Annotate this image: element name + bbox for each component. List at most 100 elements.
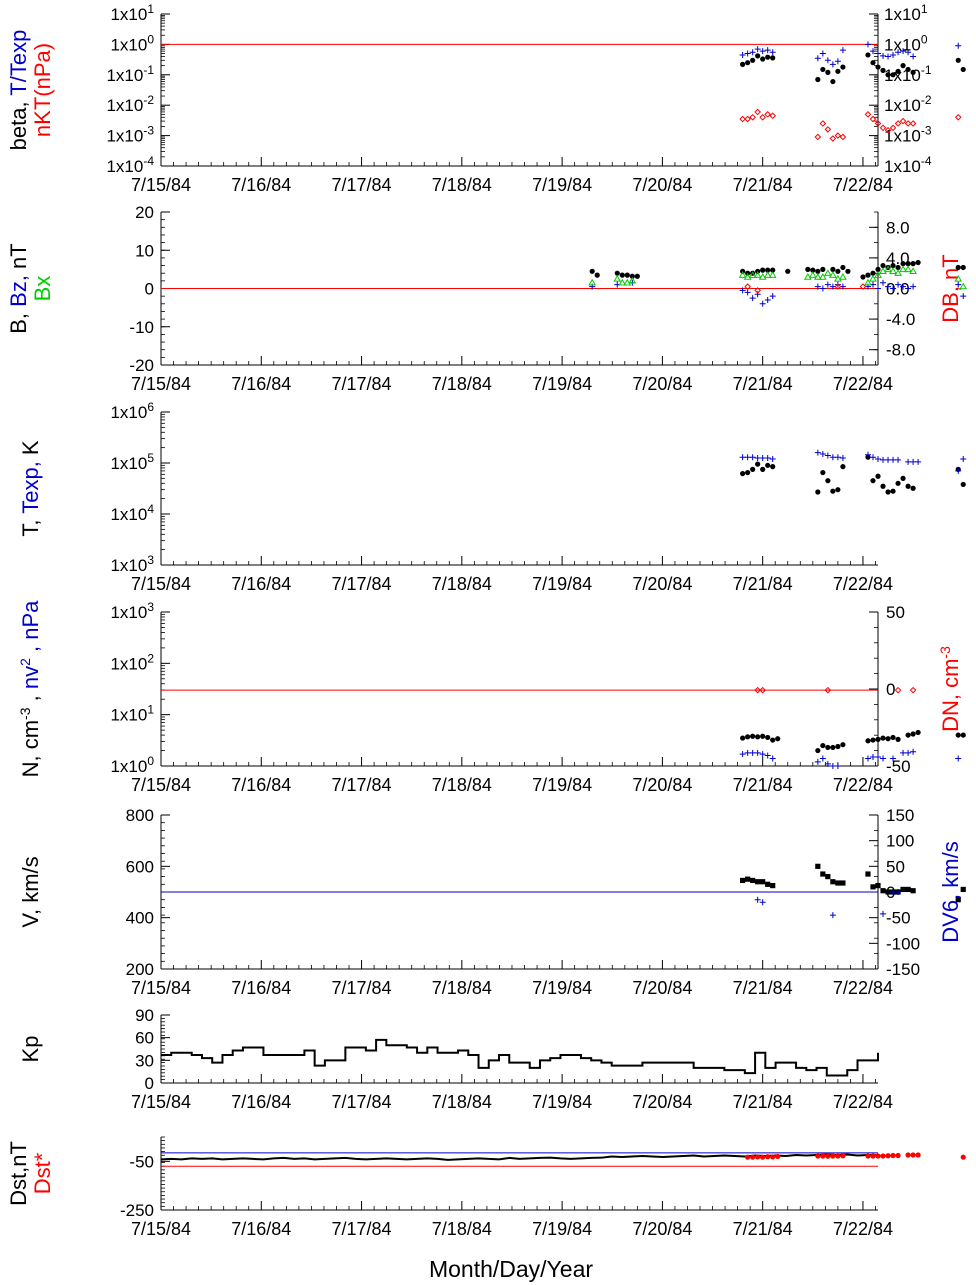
velocity-series-0-point — [820, 871, 826, 877]
density-series-0-point — [915, 729, 921, 736]
velocity-series-1-point — [880, 910, 887, 917]
density-y-axis-title: N, cm-3 , nv2 , nPa — [17, 600, 43, 778]
density-series-0-point — [875, 736, 881, 742]
temperature-series-1-point — [754, 455, 761, 462]
beta-series-1-point — [864, 41, 871, 48]
beta-y-tick-label: 1x10-3 — [106, 124, 154, 146]
temperature-series-0-point — [815, 489, 821, 495]
velocity-series-0-point — [745, 876, 751, 882]
beta-series-0-point — [820, 66, 826, 73]
bfield-series-1-point — [764, 296, 771, 303]
velocity-x-tick-label: 7/16/84 — [231, 978, 291, 998]
beta-series-1-point — [829, 61, 836, 68]
velocity-series-1-point — [890, 889, 897, 895]
density-series-1-point — [905, 749, 912, 756]
temperature-series-1-point — [960, 455, 967, 462]
temperature-series-0-point — [900, 475, 906, 481]
velocity-series-1-point — [754, 896, 761, 903]
beta-series-0-point — [880, 67, 886, 73]
bfield-series-2-point — [904, 265, 912, 273]
beta-series-0-point — [875, 64, 881, 70]
beta-series-1-point — [769, 49, 776, 56]
bfield-series-2-point — [813, 273, 822, 280]
bfield-series-1-point — [754, 291, 761, 298]
x-axis-title: Month/Day/Year — [429, 1256, 593, 1282]
density-y-tick-label: 1x103 — [110, 600, 154, 622]
density-series-2-point — [909, 686, 917, 694]
dst-series-1-point — [865, 1153, 871, 1159]
beta-series-1-point — [900, 48, 907, 55]
bfield-series-0-point — [955, 264, 961, 271]
beta-series-0-point — [750, 57, 756, 63]
velocity-series-0-point — [910, 888, 916, 894]
dst-y-tick-label: -250 — [120, 1201, 154, 1220]
beta-x-tick-label: 7/20/84 — [632, 175, 692, 195]
bfield-y2-tick-label: -4.0 — [886, 310, 915, 329]
density-series-0-point — [955, 732, 961, 738]
bfield-series-2-point — [874, 271, 882, 278]
temperature-series-0-point — [895, 480, 901, 486]
density-series-1-point — [900, 749, 907, 756]
density-x-tick-label: 7/19/84 — [532, 775, 592, 795]
velocity-series-0-point — [840, 880, 846, 886]
bfield-series-0-point — [785, 268, 791, 274]
temperature-series-1-point — [829, 454, 836, 461]
temperature-series-1-point — [759, 455, 766, 462]
beta-x-tick-label: 7/19/84 — [532, 175, 592, 195]
temperature-series-1-point — [764, 455, 771, 462]
bfield-series-2-point — [758, 273, 767, 280]
temperature-series-0-point — [875, 473, 881, 479]
bfield-series-0-point — [830, 266, 836, 272]
temperature-series-1-point — [814, 449, 821, 456]
velocity-series-1-point — [759, 899, 766, 906]
beta-series-1-point — [824, 57, 831, 64]
beta-series-2-point — [819, 120, 827, 127]
temperature-series-1-point — [910, 458, 917, 465]
dst-series-1-point — [770, 1154, 776, 1160]
density-x-tick-label: 7/20/84 — [632, 775, 692, 795]
beta-series-0-point — [890, 72, 896, 78]
density-series-1-point — [869, 753, 876, 760]
beta-series-2-point — [829, 135, 837, 142]
beta-series-0-point — [885, 72, 891, 78]
velocity-series-0-point — [870, 884, 876, 890]
bfield-series-2-point — [753, 271, 762, 278]
density-series-0-point — [775, 736, 781, 742]
velocity-x-tick-label: 7/17/84 — [332, 978, 392, 998]
velocity-series-0-point — [875, 882, 881, 889]
bfield-series-0-point — [875, 266, 881, 272]
velocity-y2-tick-label: -150 — [886, 960, 920, 979]
dst-series-1-point — [960, 1154, 966, 1160]
beta-series-0-point — [765, 54, 771, 60]
dst-x-tick-label: 7/15/84 — [131, 1219, 191, 1239]
temperature-x-tick-label: 7/22/84 — [833, 574, 893, 594]
dst-x-tick-label: 7/16/84 — [231, 1219, 291, 1239]
beta-series-0-point — [825, 69, 831, 75]
dst-y-tick-label: -50 — [129, 1152, 154, 1171]
beta-y2-tick-label: 1x10-3 — [884, 124, 932, 146]
velocity-y2-tick-label: 50 — [886, 857, 905, 876]
dst-series-1-point — [870, 1153, 876, 1159]
temperature-series-1-point — [890, 456, 897, 463]
density-series-2-point — [759, 686, 766, 694]
bfield-series-0-point — [770, 267, 776, 273]
bfield-series-2-point — [623, 278, 632, 286]
beta-y-tick-label: 1x10-4 — [106, 154, 154, 176]
bfield-series-0-point — [594, 272, 600, 278]
beta-series-0-point — [960, 66, 966, 73]
temperature-series-1-point — [834, 454, 841, 461]
bfield-series-1-point — [880, 279, 887, 286]
beta-x-tick-label: 7/17/84 — [332, 175, 392, 195]
density-series-0-point — [765, 734, 771, 741]
bfield-x-tick-label: 7/18/84 — [432, 374, 492, 394]
beta-series-2-point — [879, 124, 887, 132]
density-series-0-point — [890, 734, 896, 741]
dst-series-1-point — [830, 1153, 836, 1159]
bfield-series-1-point — [905, 285, 912, 292]
bfield-series-1-point — [875, 285, 881, 292]
dst-series-1-point — [905, 1152, 911, 1158]
beta-series-2-point — [904, 120, 912, 127]
temperature-series-0-point — [830, 488, 836, 494]
velocity-x-tick-label: 7/22/84 — [833, 978, 893, 998]
density-series-0-point — [740, 735, 746, 741]
